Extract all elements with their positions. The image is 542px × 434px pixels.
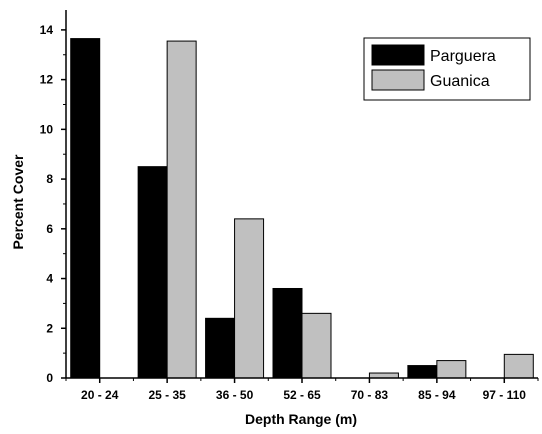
y-tick-label: 12 (40, 73, 54, 87)
bars-group (70, 38, 534, 379)
x-ticks-group: 20 - 24 25 - 35 36 - 50 52 - 65 70 - 83 85 - … (65, 378, 539, 402)
x-tick-label: 52 - 65 (283, 388, 321, 402)
y-tick-label: 4 (46, 272, 53, 286)
bar-guanica-2 (234, 218, 265, 379)
bar-parguera-3 (272, 287, 303, 379)
bar-parguera-1 (137, 166, 168, 379)
y-tick-label: 2 (46, 321, 53, 335)
x-tick-label: 25 - 35 (148, 388, 186, 402)
y-tick-label: 0 (46, 371, 53, 385)
x-axis-title: Depth Range (m) (245, 411, 357, 427)
x-tick-label: 70 - 83 (351, 388, 389, 402)
y-tick-label: 8 (46, 172, 53, 186)
y-axis-title: Percent Cover (10, 154, 26, 249)
x-tick-label: 85 - 94 (418, 388, 456, 402)
x-tick-label: 36 - 50 (216, 388, 254, 402)
bar-guanica-6 (503, 353, 534, 379)
y-ticks-group: 0 2 4 6 8 10 12 14 (40, 23, 66, 385)
x-tick-label: 20 - 24 (81, 388, 119, 402)
bar-guanica-1 (166, 40, 197, 379)
bar-parguera-2 (205, 317, 236, 379)
y-tick-label: 10 (40, 122, 54, 136)
bar-guanica-5 (436, 360, 467, 379)
legend-swatch-parguera (371, 44, 425, 66)
legend: Parguera Guanica (363, 37, 531, 101)
legend-label-parguera: Parguera (430, 48, 496, 65)
x-tick-label: 97 - 110 (483, 388, 527, 402)
y-tick-label: 6 (46, 222, 53, 236)
bar-guanica-3 (301, 312, 332, 379)
legend-swatch-guanica (371, 69, 425, 91)
legend-label-guanica: Guanica (430, 73, 490, 90)
bar-parguera-0 (70, 38, 101, 379)
bar-parguera-5 (407, 365, 438, 379)
y-tick-label: 14 (40, 23, 54, 37)
